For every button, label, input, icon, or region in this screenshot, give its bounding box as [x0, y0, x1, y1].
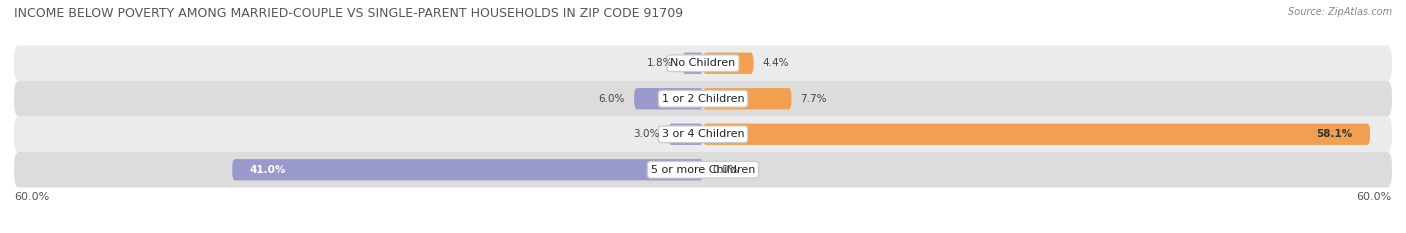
Text: 41.0%: 41.0% — [249, 165, 285, 175]
Text: 1.8%: 1.8% — [647, 58, 673, 68]
Text: 58.1%: 58.1% — [1316, 129, 1353, 139]
Text: Source: ZipAtlas.com: Source: ZipAtlas.com — [1288, 7, 1392, 17]
Text: 60.0%: 60.0% — [14, 192, 49, 202]
Text: No Children: No Children — [671, 58, 735, 68]
FancyBboxPatch shape — [634, 88, 703, 110]
FancyBboxPatch shape — [14, 152, 1392, 188]
FancyBboxPatch shape — [14, 81, 1392, 116]
Text: 5 or more Children: 5 or more Children — [651, 165, 755, 175]
FancyBboxPatch shape — [14, 45, 1392, 81]
Text: 4.4%: 4.4% — [762, 58, 789, 68]
Text: 3 or 4 Children: 3 or 4 Children — [662, 129, 744, 139]
FancyBboxPatch shape — [703, 53, 754, 74]
FancyBboxPatch shape — [232, 159, 703, 180]
Text: 60.0%: 60.0% — [1357, 192, 1392, 202]
Text: 3.0%: 3.0% — [633, 129, 659, 139]
Text: 0.0%: 0.0% — [713, 165, 738, 175]
FancyBboxPatch shape — [682, 53, 703, 74]
FancyBboxPatch shape — [14, 116, 1392, 152]
FancyBboxPatch shape — [703, 123, 1369, 145]
Text: 6.0%: 6.0% — [599, 94, 624, 104]
Text: 7.7%: 7.7% — [800, 94, 827, 104]
FancyBboxPatch shape — [669, 123, 703, 145]
FancyBboxPatch shape — [703, 88, 792, 110]
Text: 1 or 2 Children: 1 or 2 Children — [662, 94, 744, 104]
Text: INCOME BELOW POVERTY AMONG MARRIED-COUPLE VS SINGLE-PARENT HOUSEHOLDS IN ZIP COD: INCOME BELOW POVERTY AMONG MARRIED-COUPL… — [14, 7, 683, 20]
